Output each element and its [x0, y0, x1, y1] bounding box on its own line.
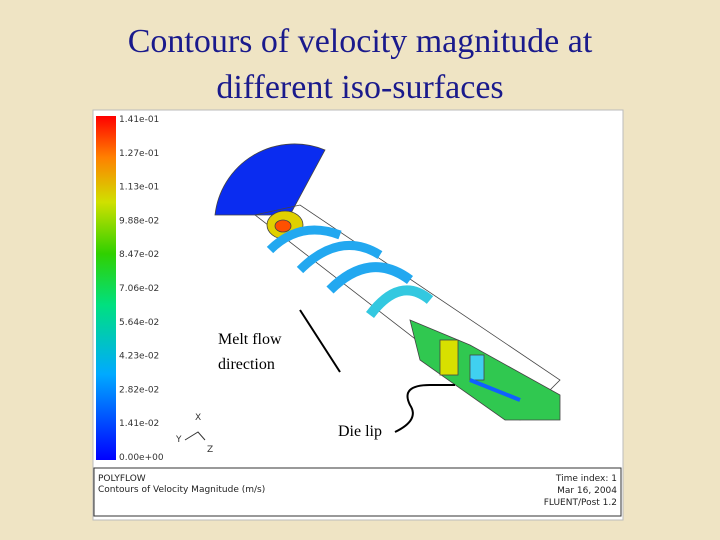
- colorbar-labels: 1.41e-01 1.27e-01 1.13e-01 9.88e-02 8.47e-02…: [119, 115, 164, 463]
- footer-text: FLUENT/Post 1.2: [544, 498, 617, 508]
- axis-label: Y: [175, 435, 182, 445]
- colorbar-label: 5.64e-02: [119, 318, 159, 328]
- axis-triad: [184, 431, 206, 441]
- colorbar-label: 2.82e-02: [119, 385, 159, 395]
- arrow: [299, 309, 341, 373]
- geometry: [214, 143, 561, 421]
- image-panel: [92, 109, 624, 521]
- footer-box: [93, 467, 622, 517]
- colorbar-label: 4.23e-02: [119, 352, 159, 362]
- colorbar-label: 9.88e-02: [119, 216, 159, 226]
- colorbar-label: 1.27e-01: [119, 149, 159, 159]
- annotation: direction: [218, 356, 275, 373]
- axis-label: Z: [207, 445, 213, 455]
- colorbar-label: 1.13e-01: [119, 183, 159, 193]
- axis-label: X: [195, 413, 201, 423]
- footer-text: Contours of Velocity Magnitude (m/s): [98, 485, 265, 495]
- colorbar-label: 1.41e-01: [119, 115, 159, 125]
- footer-text: Time index: 1: [555, 474, 617, 484]
- title: different iso-surfaces: [216, 69, 503, 106]
- footer-text: Mar 16, 2004: [557, 486, 617, 496]
- colorbar: [96, 116, 116, 460]
- colorbar-label: 7.06e-02: [119, 284, 159, 294]
- colorbar-label: 8.47e-02: [119, 250, 159, 260]
- footer-text: POLYFLOW: [98, 474, 146, 484]
- arrow: [394, 384, 455, 433]
- annotation: Die lip: [338, 423, 382, 440]
- annotation: Melt flow: [218, 331, 282, 348]
- colorbar-label: 1.41e-02: [119, 419, 159, 429]
- colorbar-label: 0.00e+00: [119, 453, 164, 463]
- title: Contours of velocity magnitude at: [128, 23, 593, 60]
